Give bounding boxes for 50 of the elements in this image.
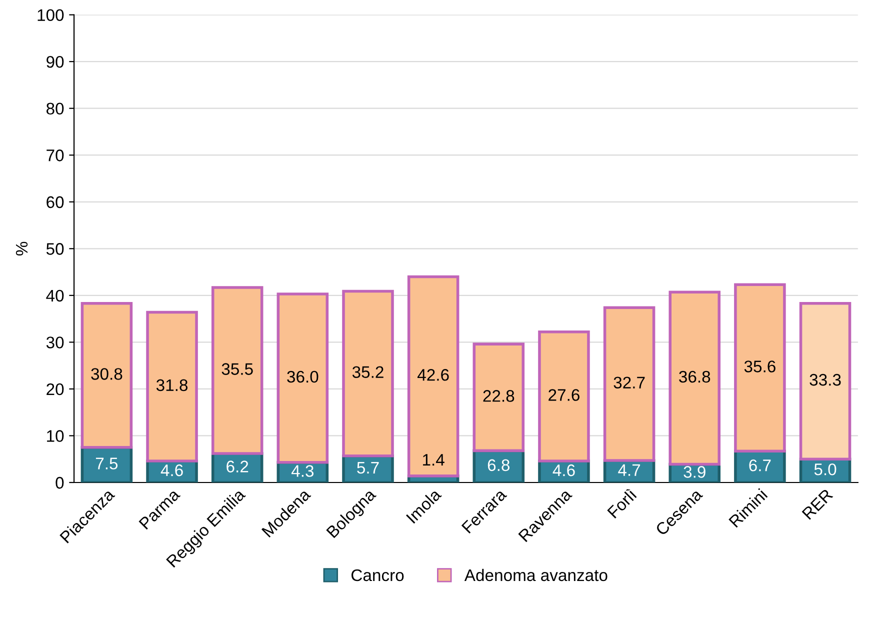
- data-label: 33.3: [810, 374, 841, 386]
- y-tick-label: 40: [46, 290, 64, 302]
- bar: [603, 306, 656, 462]
- data-label: 6.2: [226, 460, 248, 472]
- bar: [211, 286, 264, 455]
- legend-label: Adenoma avanzato: [464, 568, 608, 582]
- data-label: 5.0: [814, 463, 836, 476]
- y-tick-label: 30: [46, 336, 64, 348]
- y-tick-label: 100: [38, 9, 64, 22]
- data-label: 35.2: [352, 366, 384, 378]
- bar: [407, 275, 460, 478]
- data-label: 6.7: [749, 460, 771, 472]
- data-label: 22.8: [483, 390, 514, 402]
- data-label: 30.8: [91, 368, 122, 380]
- data-label: 4.6: [160, 464, 183, 476]
- data-label: 7.5: [96, 458, 118, 470]
- y-tick-label: 50: [46, 243, 64, 255]
- bar: [734, 283, 786, 453]
- bar: [276, 292, 329, 464]
- data-label: 42.6: [417, 369, 449, 381]
- bar: [146, 310, 198, 462]
- data-label: 35.6: [744, 360, 776, 372]
- bar: [668, 290, 721, 466]
- data-label: 5.7: [357, 462, 379, 474]
- data-label: 1.4: [423, 454, 444, 466]
- y-axis-title: %: [16, 242, 28, 256]
- y-tick-label: 10: [47, 430, 64, 442]
- data-label: 36.0: [287, 370, 318, 383]
- y-tick-label: 80: [46, 102, 64, 115]
- data-label: 4.3: [291, 465, 314, 477]
- data-label: 4.6: [552, 464, 575, 476]
- data-label: 31.8: [156, 379, 188, 392]
- bar: [342, 290, 394, 458]
- data-label: 27.6: [548, 389, 580, 401]
- y-tick-label: 20: [46, 383, 64, 396]
- data-label: 32.7: [614, 376, 645, 389]
- y-tick-label: 90: [46, 56, 64, 68]
- bar: [472, 342, 525, 452]
- data-label: 4.7: [618, 464, 640, 476]
- data-label: 35.5: [222, 363, 253, 375]
- data-label: 3.9: [684, 466, 706, 478]
- data-label: 36.8: [679, 370, 710, 383]
- bar: [538, 330, 590, 462]
- legend-label: Cancro: [352, 569, 404, 582]
- data-label: 6.8: [488, 459, 510, 472]
- bar: [799, 302, 852, 460]
- y-tick-label: 60: [46, 196, 64, 208]
- y-tick-label: 70: [46, 150, 64, 162]
- y-tick-label: 0: [56, 476, 64, 489]
- bar: [80, 302, 133, 449]
